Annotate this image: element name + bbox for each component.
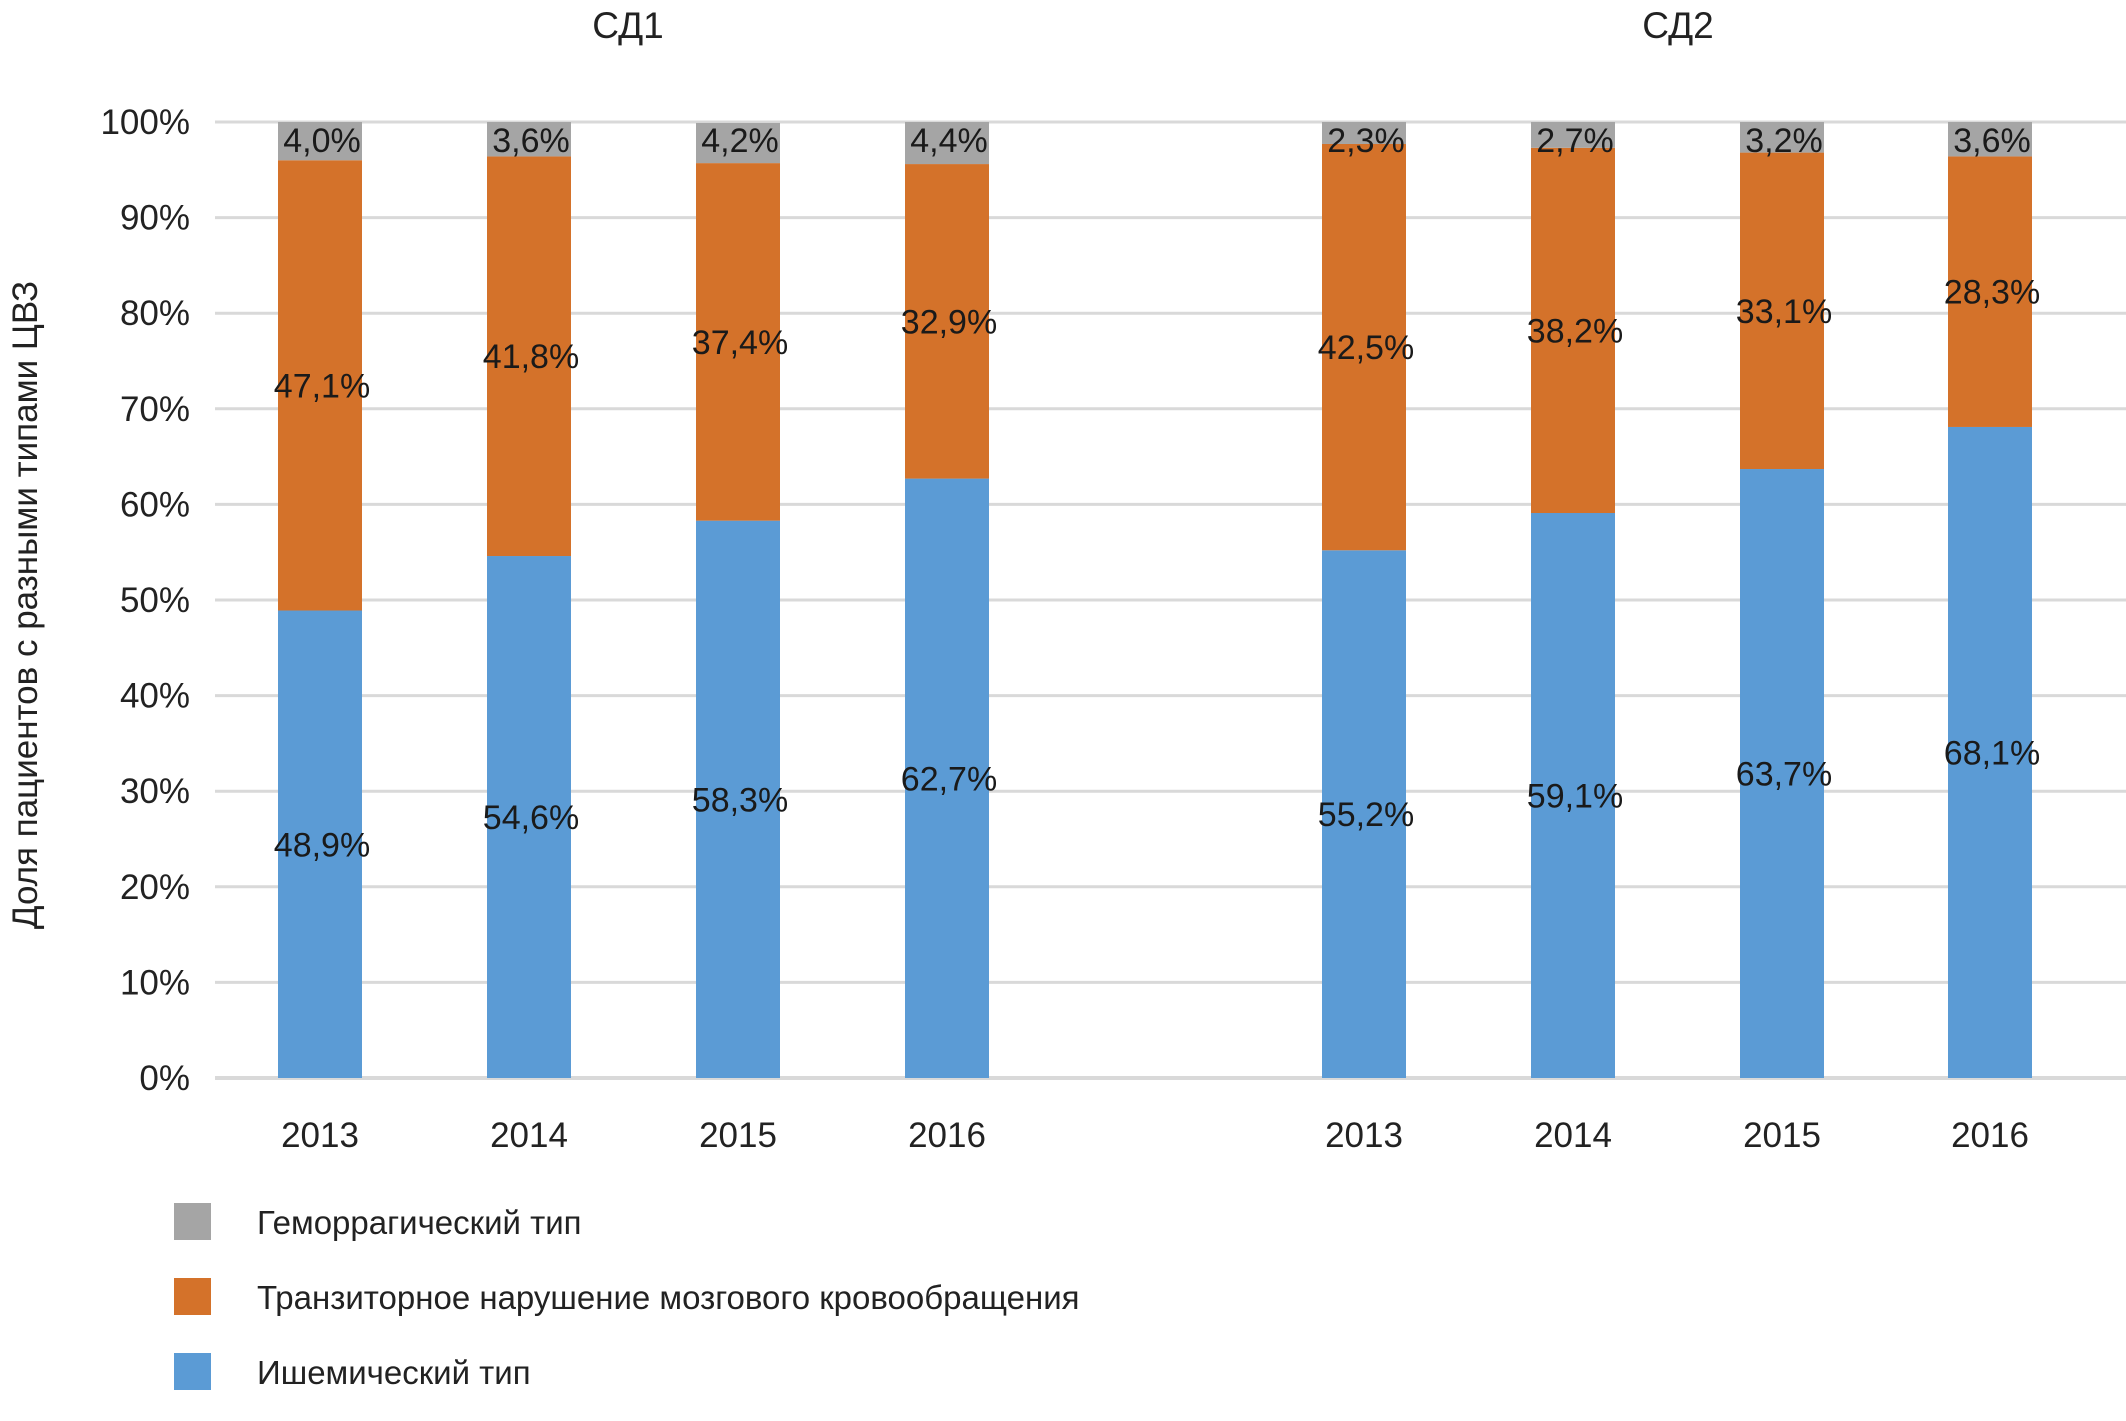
y-tick-label: 20%: [120, 868, 190, 907]
legend-swatch: [174, 1203, 211, 1240]
data-label: 58,3%: [692, 781, 788, 819]
legend: Геморрагический тип Транзиторное нарушени…: [174, 1203, 1080, 1391]
bar-segment: [696, 163, 780, 521]
y-tick-label: 70%: [120, 390, 190, 429]
bar-segment: [1948, 156, 2032, 427]
bar-segment: [905, 164, 989, 479]
data-label: 48,9%: [274, 826, 370, 864]
y-axis-ticks: 0% 10% 20% 30% 40% 50% 60% 70% 80% 90% 100%: [100, 103, 190, 1098]
data-label: 63,7%: [1736, 756, 1832, 794]
bar-segment: [278, 160, 362, 611]
data-label: 4,4%: [910, 122, 988, 160]
x-tick-label: 2015: [699, 1116, 777, 1155]
data-label: 55,2%: [1318, 796, 1414, 834]
y-tick-label: 40%: [120, 677, 190, 716]
group-title: СД2: [1642, 5, 1714, 46]
bar-segment: [1948, 426, 2032, 1078]
y-tick-label: 30%: [120, 772, 190, 811]
legend-item: Транзиторное нарушение мозгового кровооб…: [174, 1278, 1080, 1316]
legend-swatch: [174, 1353, 211, 1390]
data-label: 28,3%: [1944, 274, 2040, 312]
x-tick-label: 2015: [1743, 1116, 1821, 1155]
data-label: 68,1%: [1944, 734, 2040, 772]
data-labels: 48,9% 47,1% 4,0% 54,6% 41,8% 3,6% 58,3% 37,4% 4,…: [274, 122, 2040, 864]
data-label: 3,2%: [1745, 122, 1823, 160]
y-tick-label: 60%: [120, 485, 190, 524]
legend-label: Ишемический тип: [257, 1354, 531, 1391]
x-tick-label: 2014: [1534, 1116, 1612, 1155]
data-label: 62,7%: [901, 760, 997, 798]
data-label: 38,2%: [1527, 312, 1623, 350]
data-label: 41,8%: [483, 338, 579, 376]
bar-segment: [1948, 122, 2032, 157]
bar-segment: [1740, 122, 1824, 153]
group-titles: СД1 СД2: [592, 5, 1714, 46]
legend-label: Геморрагический тип: [257, 1204, 582, 1241]
bar-segment: [487, 556, 571, 1078]
bar-segment: [1740, 152, 1824, 470]
x-tick-label: 2016: [1951, 1116, 2029, 1155]
data-label: 2,3%: [1327, 122, 1405, 160]
data-label: 59,1%: [1527, 778, 1623, 816]
data-label: 42,5%: [1318, 329, 1414, 367]
bar-segment: [1322, 122, 1406, 144]
bar-segment: [278, 122, 362, 161]
y-axis-label: Доля пациентов с разными типами ЦВЗ: [6, 281, 45, 929]
bar-segment: [278, 610, 362, 1078]
y-tick-label: 90%: [120, 199, 190, 238]
bar-segment: [487, 122, 571, 157]
data-label: 37,4%: [692, 324, 788, 362]
bar-segment: [1740, 469, 1824, 1078]
bar-segment: [696, 122, 780, 164]
x-axis-ticks: 2013 2014 2015 2016 2013 2014 2015 2016: [281, 1116, 2029, 1155]
data-label: 4,0%: [283, 122, 361, 160]
bar-segment: [1531, 513, 1615, 1078]
legend-item: Ишемический тип: [174, 1353, 531, 1391]
bar-segment: [1531, 147, 1615, 514]
y-tick-label: 10%: [120, 963, 190, 1002]
y-tick-label: 100%: [100, 103, 190, 142]
data-label: 2,7%: [1536, 122, 1614, 160]
y-tick-label: 80%: [120, 294, 190, 333]
bar-segment: [487, 156, 571, 557]
y-tick-label: 50%: [120, 581, 190, 620]
bars: [278, 122, 2032, 1078]
bar-segment: [1531, 122, 1615, 148]
x-tick-label: 2013: [1325, 1116, 1403, 1155]
bar-segment: [905, 122, 989, 165]
bar-segment: [1322, 143, 1406, 551]
data-label: 3,6%: [492, 122, 570, 160]
x-tick-label: 2016: [908, 1116, 986, 1155]
data-label: 54,6%: [483, 799, 579, 837]
data-label: 3,6%: [1953, 122, 2031, 160]
group-title: СД1: [592, 5, 664, 46]
bar-segment: [696, 520, 780, 1078]
data-label: 4,2%: [701, 122, 779, 160]
legend-item: Геморрагический тип: [174, 1203, 582, 1241]
y-tick-label: 0%: [139, 1059, 190, 1098]
x-tick-label: 2013: [281, 1116, 359, 1155]
x-tick-label: 2014: [490, 1116, 568, 1155]
bar-segment: [1322, 550, 1406, 1078]
bar-segment: [905, 478, 989, 1078]
legend-label: Транзиторное нарушение мозгового кровооб…: [257, 1279, 1080, 1316]
legend-swatch: [174, 1278, 211, 1315]
data-label: 47,1%: [274, 367, 370, 405]
data-label: 33,1%: [1736, 293, 1832, 331]
data-label: 32,9%: [901, 303, 997, 341]
